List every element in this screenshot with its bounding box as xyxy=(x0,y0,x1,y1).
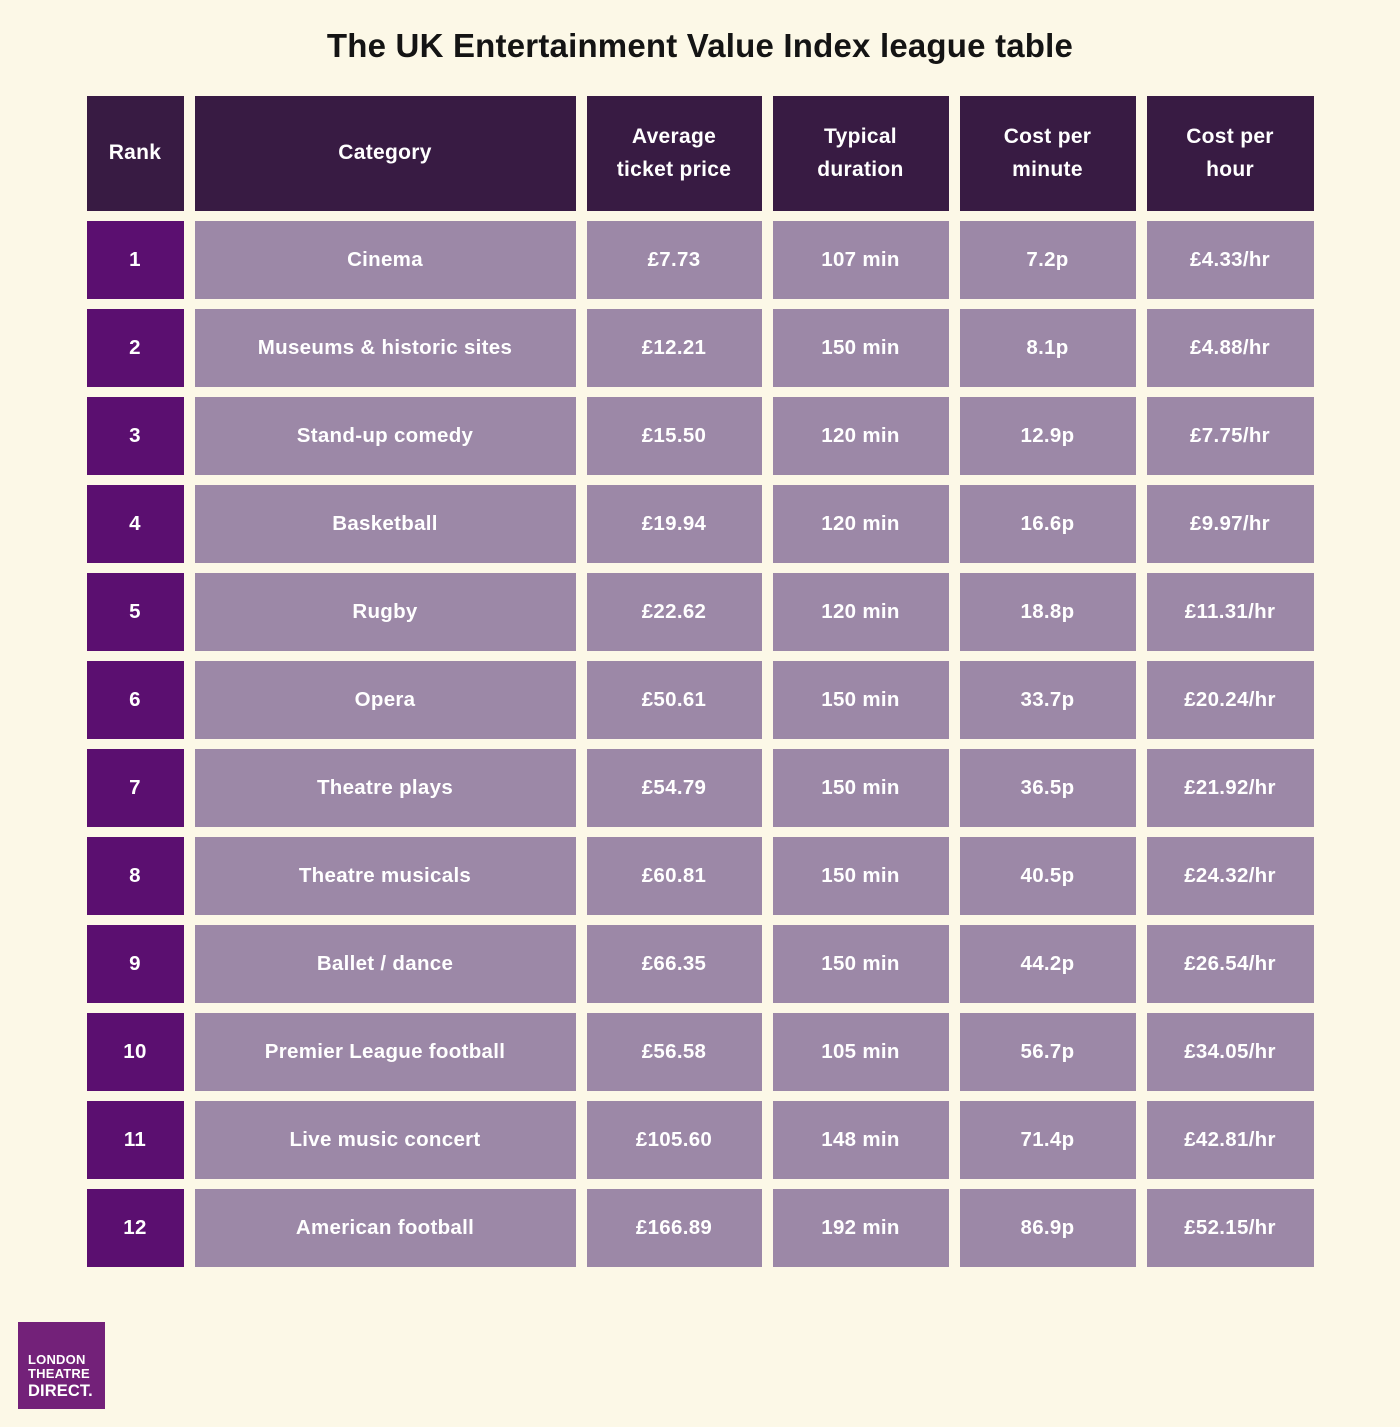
duration-cell: 148 min xyxy=(772,1101,949,1179)
header-typical-duration: Typical duration xyxy=(772,96,949,211)
duration-cell: 150 min xyxy=(772,309,949,387)
category-cell: Rugby xyxy=(194,573,576,651)
rank-cell: 2 xyxy=(86,309,184,387)
category-cell: Theatre plays xyxy=(194,749,576,827)
duration-cell: 105 min xyxy=(772,1013,949,1091)
rank-cell: 4 xyxy=(86,485,184,563)
cost-per-hour-cell: £34.05/hr xyxy=(1146,1013,1314,1091)
cost-per-minute-cell: 33.7p xyxy=(959,661,1136,739)
duration-cell: 120 min xyxy=(772,485,949,563)
cost-per-hour-cell: £7.75/hr xyxy=(1146,397,1314,475)
league-table: Rank Category Average ticket price Typical … xyxy=(86,96,1314,1267)
duration-cell: 150 min xyxy=(772,925,949,1003)
header-category: Category xyxy=(194,96,576,211)
cost-per-minute-cell: 56.7p xyxy=(959,1013,1136,1091)
london-theatre-direct-logo: LONDON THEATRE DIRECT. xyxy=(18,1322,105,1409)
rank-cell: 6 xyxy=(86,661,184,739)
cost-per-hour-cell: £4.88/hr xyxy=(1146,309,1314,387)
rank-cell: 5 xyxy=(86,573,184,651)
rank-cell: 3 xyxy=(86,397,184,475)
duration-cell: 120 min xyxy=(772,397,949,475)
cost-per-hour-cell: £26.54/hr xyxy=(1146,925,1314,1003)
cost-per-minute-cell: 7.2p xyxy=(959,221,1136,299)
price-cell: £66.35 xyxy=(586,925,762,1003)
rank-cell: 9 xyxy=(86,925,184,1003)
logo-line-theatre: THEATRE xyxy=(28,1366,90,1382)
duration-cell: 192 min xyxy=(772,1189,949,1267)
rank-cell: 10 xyxy=(86,1013,184,1091)
duration-cell: 107 min xyxy=(772,221,949,299)
cost-per-hour-cell: £11.31/hr xyxy=(1146,573,1314,651)
cost-per-minute-cell: 40.5p xyxy=(959,837,1136,915)
cost-per-minute-cell: 18.8p xyxy=(959,573,1136,651)
category-cell: Theatre musicals xyxy=(194,837,576,915)
cost-per-hour-cell: £20.24/hr xyxy=(1146,661,1314,739)
price-cell: £19.94 xyxy=(586,485,762,563)
price-cell: £166.89 xyxy=(586,1189,762,1267)
price-cell: £15.50 xyxy=(586,397,762,475)
cost-per-minute-cell: 71.4p xyxy=(959,1101,1136,1179)
price-cell: £22.62 xyxy=(586,573,762,651)
category-cell: Stand-up comedy xyxy=(194,397,576,475)
duration-cell: 150 min xyxy=(772,837,949,915)
category-cell: Cinema xyxy=(194,221,576,299)
cost-per-minute-cell: 16.6p xyxy=(959,485,1136,563)
logo-line-direct: DIRECT. xyxy=(28,1381,93,1400)
price-cell: £60.81 xyxy=(586,837,762,915)
cost-per-hour-cell: £42.81/hr xyxy=(1146,1101,1314,1179)
price-cell: £56.58 xyxy=(586,1013,762,1091)
logo-line-london: LONDON xyxy=(28,1351,86,1367)
rank-cell: 1 xyxy=(86,221,184,299)
page-title: The UK Entertainment Value Index league … xyxy=(326,27,1074,64)
header-avg-ticket-price: Average ticket price xyxy=(586,96,762,211)
duration-cell: 150 min xyxy=(772,749,949,827)
cost-per-hour-cell: £21.92/hr xyxy=(1146,749,1314,827)
category-cell: Museums & historic sites xyxy=(194,309,576,387)
price-cell: £54.79 xyxy=(586,749,762,827)
category-cell: Opera xyxy=(194,661,576,739)
category-cell: Premier League football xyxy=(194,1013,576,1091)
cost-per-hour-cell: £24.32/hr xyxy=(1146,837,1314,915)
cost-per-hour-cell: £4.33/hr xyxy=(1146,221,1314,299)
price-cell: £50.61 xyxy=(586,661,762,739)
rank-cell: 7 xyxy=(86,749,184,827)
cost-per-minute-cell: 44.2p xyxy=(959,925,1136,1003)
cost-per-minute-cell: 12.9p xyxy=(959,397,1136,475)
category-cell: Live music concert xyxy=(194,1101,576,1179)
category-cell: Ballet / dance xyxy=(194,925,576,1003)
category-cell: American football xyxy=(194,1189,576,1267)
header-cost-per-minute: Cost per minute xyxy=(959,96,1136,211)
cost-per-minute-cell: 86.9p xyxy=(959,1189,1136,1267)
rank-cell: 11 xyxy=(86,1101,184,1179)
rank-cell: 8 xyxy=(86,837,184,915)
cost-per-hour-cell: £52.15/hr xyxy=(1146,1189,1314,1267)
cost-per-minute-cell: 8.1p xyxy=(959,309,1136,387)
cost-per-hour-cell: £9.97/hr xyxy=(1146,485,1314,563)
header-rank: Rank xyxy=(86,96,184,211)
price-cell: £12.21 xyxy=(586,309,762,387)
header-cost-per-hour: Cost per hour xyxy=(1146,96,1314,211)
category-cell: Basketball xyxy=(194,485,576,563)
price-cell: £7.73 xyxy=(586,221,762,299)
rank-cell: 12 xyxy=(86,1189,184,1267)
duration-cell: 120 min xyxy=(772,573,949,651)
cost-per-minute-cell: 36.5p xyxy=(959,749,1136,827)
duration-cell: 150 min xyxy=(772,661,949,739)
price-cell: £105.60 xyxy=(586,1101,762,1179)
